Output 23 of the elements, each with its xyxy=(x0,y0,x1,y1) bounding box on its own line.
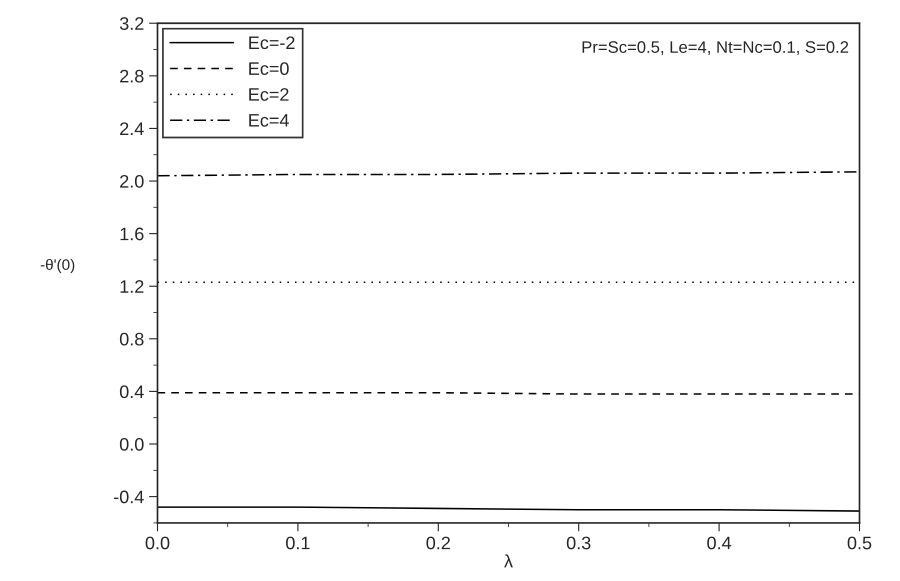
legend-label: Ec=0 xyxy=(249,62,289,75)
x-tick-label: 0.5 xyxy=(848,536,872,550)
x-tick-label: 0.1 xyxy=(286,536,310,550)
y-tick-label: 2.0 xyxy=(120,174,144,188)
legend-label: Ec=-2 xyxy=(249,36,295,50)
annotation: Pr=Sc=0.5, Le=4, Nt=Nc=0.1, S=0.2 xyxy=(582,41,848,55)
y-tick-label: 0.4 xyxy=(120,385,144,398)
legend-label: Ec=4 xyxy=(249,114,289,127)
y-tick-label: 0.8 xyxy=(120,332,144,346)
x-tick-label: 0.4 xyxy=(707,536,732,550)
x-axis-title: λ xyxy=(504,554,513,568)
y-axis-title: -θ'(0) xyxy=(40,258,74,274)
y-tick-label: 2.4 xyxy=(120,122,144,135)
x-tick-label: 0.0 xyxy=(146,536,170,550)
x-tick-label: 0.2 xyxy=(426,536,450,550)
legend-label: Ec=2 xyxy=(249,88,289,101)
x-tick-label: 0.3 xyxy=(566,536,590,550)
y-tick-label: 1.6 xyxy=(120,228,144,240)
y-tick-label: 3.2 xyxy=(120,17,144,30)
y-tick-label: -0.4 xyxy=(114,490,144,504)
y-tick-label: 0.0 xyxy=(120,438,144,451)
y-tick-label: 1.2 xyxy=(120,280,144,293)
y-tick-label: 2.8 xyxy=(120,70,144,83)
